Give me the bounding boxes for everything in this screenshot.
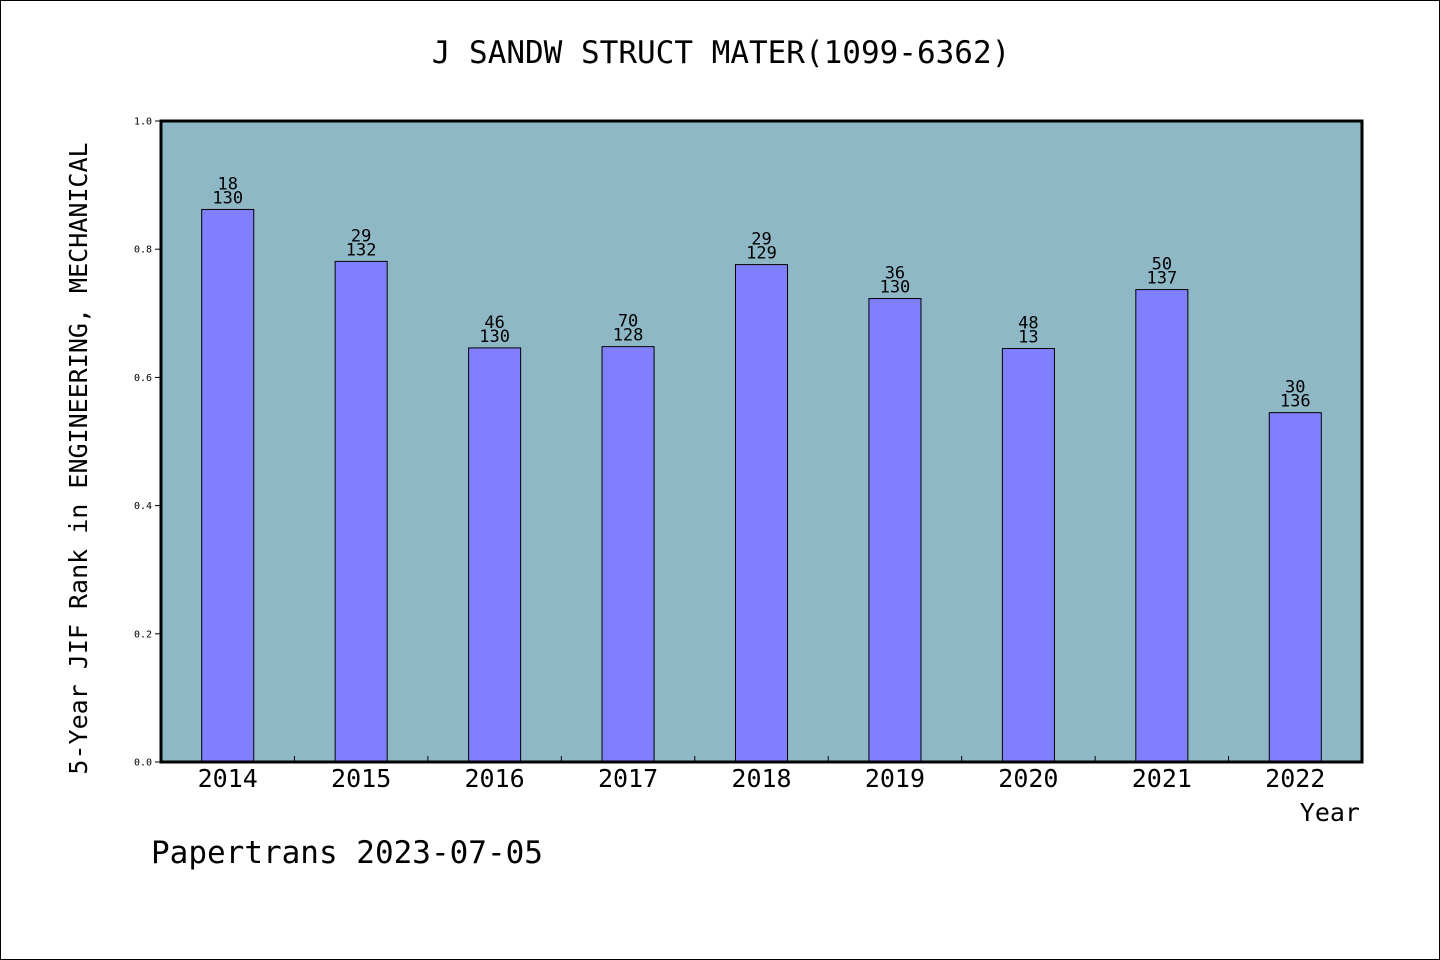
x-tick-label: 2019 bbox=[865, 764, 925, 793]
x-tick-label: 2018 bbox=[731, 764, 791, 793]
bar-label-bottom: 130 bbox=[212, 188, 243, 208]
bar-2016 bbox=[468, 347, 522, 763]
y-axis-label: 5-Year JIF Rank in ENGINEERING, MECHANIC… bbox=[64, 142, 93, 774]
bar-label-bottom: 137 bbox=[1146, 269, 1177, 289]
bar-label-bottom: 132 bbox=[346, 240, 377, 260]
bar-2020 bbox=[1001, 348, 1055, 763]
x-tick-label: 2016 bbox=[465, 764, 525, 793]
bar-label-bottom: 130 bbox=[479, 327, 510, 347]
bar-label-top: 48 bbox=[1018, 314, 1038, 334]
bar-2019 bbox=[868, 298, 922, 763]
bar-label-top: 30 bbox=[1285, 378, 1305, 398]
x-axis: 2014 2015 2016 2017 2018 2019 2020 2021 2022 bbox=[198, 756, 1325, 793]
x-tick-label: 2022 bbox=[1265, 764, 1325, 793]
bar-label-top: 29 bbox=[351, 226, 371, 246]
bar-label-bottom: 13 bbox=[1018, 328, 1038, 348]
bar-label-top: 46 bbox=[484, 313, 504, 333]
bar-2022 bbox=[1268, 412, 1322, 763]
bar-2014 bbox=[201, 208, 255, 763]
bar-2017 bbox=[601, 346, 655, 763]
bar-2021 bbox=[1135, 289, 1189, 763]
bars-group: 1813029132461307012829129361304813501373… bbox=[201, 174, 1322, 763]
bar-label-bottom: 129 bbox=[746, 244, 777, 264]
x-tick-label: 2020 bbox=[998, 764, 1058, 793]
y-tick-label: 0.6 bbox=[134, 373, 152, 384]
bar-label-top: 29 bbox=[751, 230, 771, 250]
y-tick-label: 0.4 bbox=[134, 501, 152, 512]
bar-label-top: 50 bbox=[1152, 255, 1172, 275]
bar-label-top: 70 bbox=[618, 312, 638, 332]
bar-label-bottom: 128 bbox=[613, 326, 644, 346]
x-tick-label: 2017 bbox=[598, 764, 658, 793]
y-tick-label: 1.0 bbox=[134, 117, 152, 128]
y-tick-label: 0.8 bbox=[134, 245, 152, 256]
bar-label-top: 36 bbox=[885, 264, 905, 284]
bar-label-bottom: 130 bbox=[880, 278, 911, 298]
y-tick-label: 0.2 bbox=[134, 629, 152, 640]
chart-title: J SANDW STRUCT MATER(1099-6362) bbox=[431, 35, 1011, 71]
x-tick-label: 2015 bbox=[331, 764, 391, 793]
bar-label-bottom: 136 bbox=[1280, 392, 1311, 412]
plot-border bbox=[159, 119, 1364, 764]
y-axis: 0.0 0.2 0.4 0.6 0.8 1.0 bbox=[134, 117, 161, 769]
bar-2018 bbox=[734, 264, 789, 763]
x-axis-label: Year bbox=[1300, 798, 1360, 827]
y-tick-label: 0.0 bbox=[134, 758, 152, 769]
x-tick-label: 2021 bbox=[1132, 764, 1192, 793]
footer-credit: Papertrans 2023-07-05 bbox=[151, 835, 543, 871]
bar-label-top: 18 bbox=[217, 174, 237, 194]
x-tick-label: 2014 bbox=[198, 764, 258, 793]
bar-2015 bbox=[334, 260, 388, 763]
